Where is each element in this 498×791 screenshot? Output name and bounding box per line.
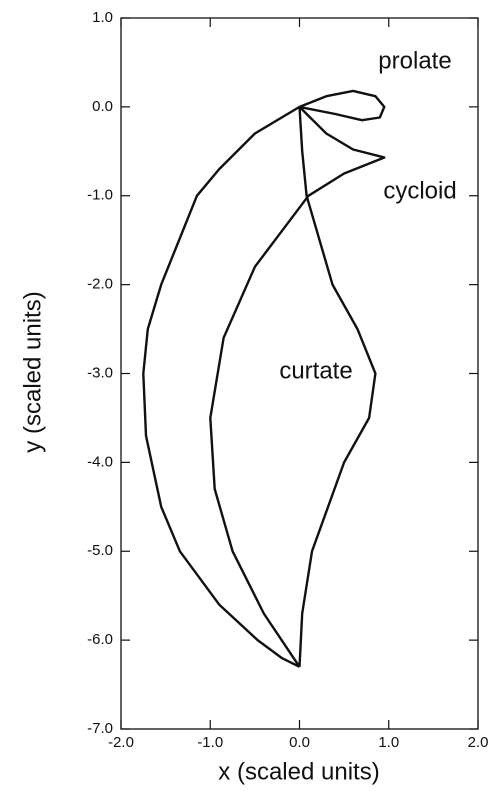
y-tick-label: -5.0 xyxy=(87,542,113,559)
curve xyxy=(298,106,377,667)
x-tick-label: 0.0 xyxy=(289,734,310,751)
annotation: cycloid xyxy=(383,177,456,204)
curve xyxy=(209,106,386,668)
y-tick-label: -3.0 xyxy=(87,364,113,381)
x-tick-label: 2.0 xyxy=(468,734,489,751)
y-tick-label: -1.0 xyxy=(87,187,113,204)
y-tick-label: -2.0 xyxy=(87,276,113,293)
y-axis-label: y (scaled units) xyxy=(19,291,46,452)
x-tick-label: 1.0 xyxy=(378,734,399,751)
y-tick-label: 1.0 xyxy=(92,9,113,26)
y-tick-label: -4.0 xyxy=(87,453,113,470)
y-tick-label: -7.0 xyxy=(87,720,113,737)
x-axis-label: x (scaled units) xyxy=(218,758,379,785)
annotation: prolate xyxy=(378,47,451,74)
curve xyxy=(142,89,386,668)
x-tick-label: -1.0 xyxy=(197,734,223,751)
x-tick-label: -2.0 xyxy=(108,734,134,751)
y-tick-label: -6.0 xyxy=(87,631,113,648)
y-tick-label: 0.0 xyxy=(92,98,113,115)
annotation: curtate xyxy=(279,357,352,384)
